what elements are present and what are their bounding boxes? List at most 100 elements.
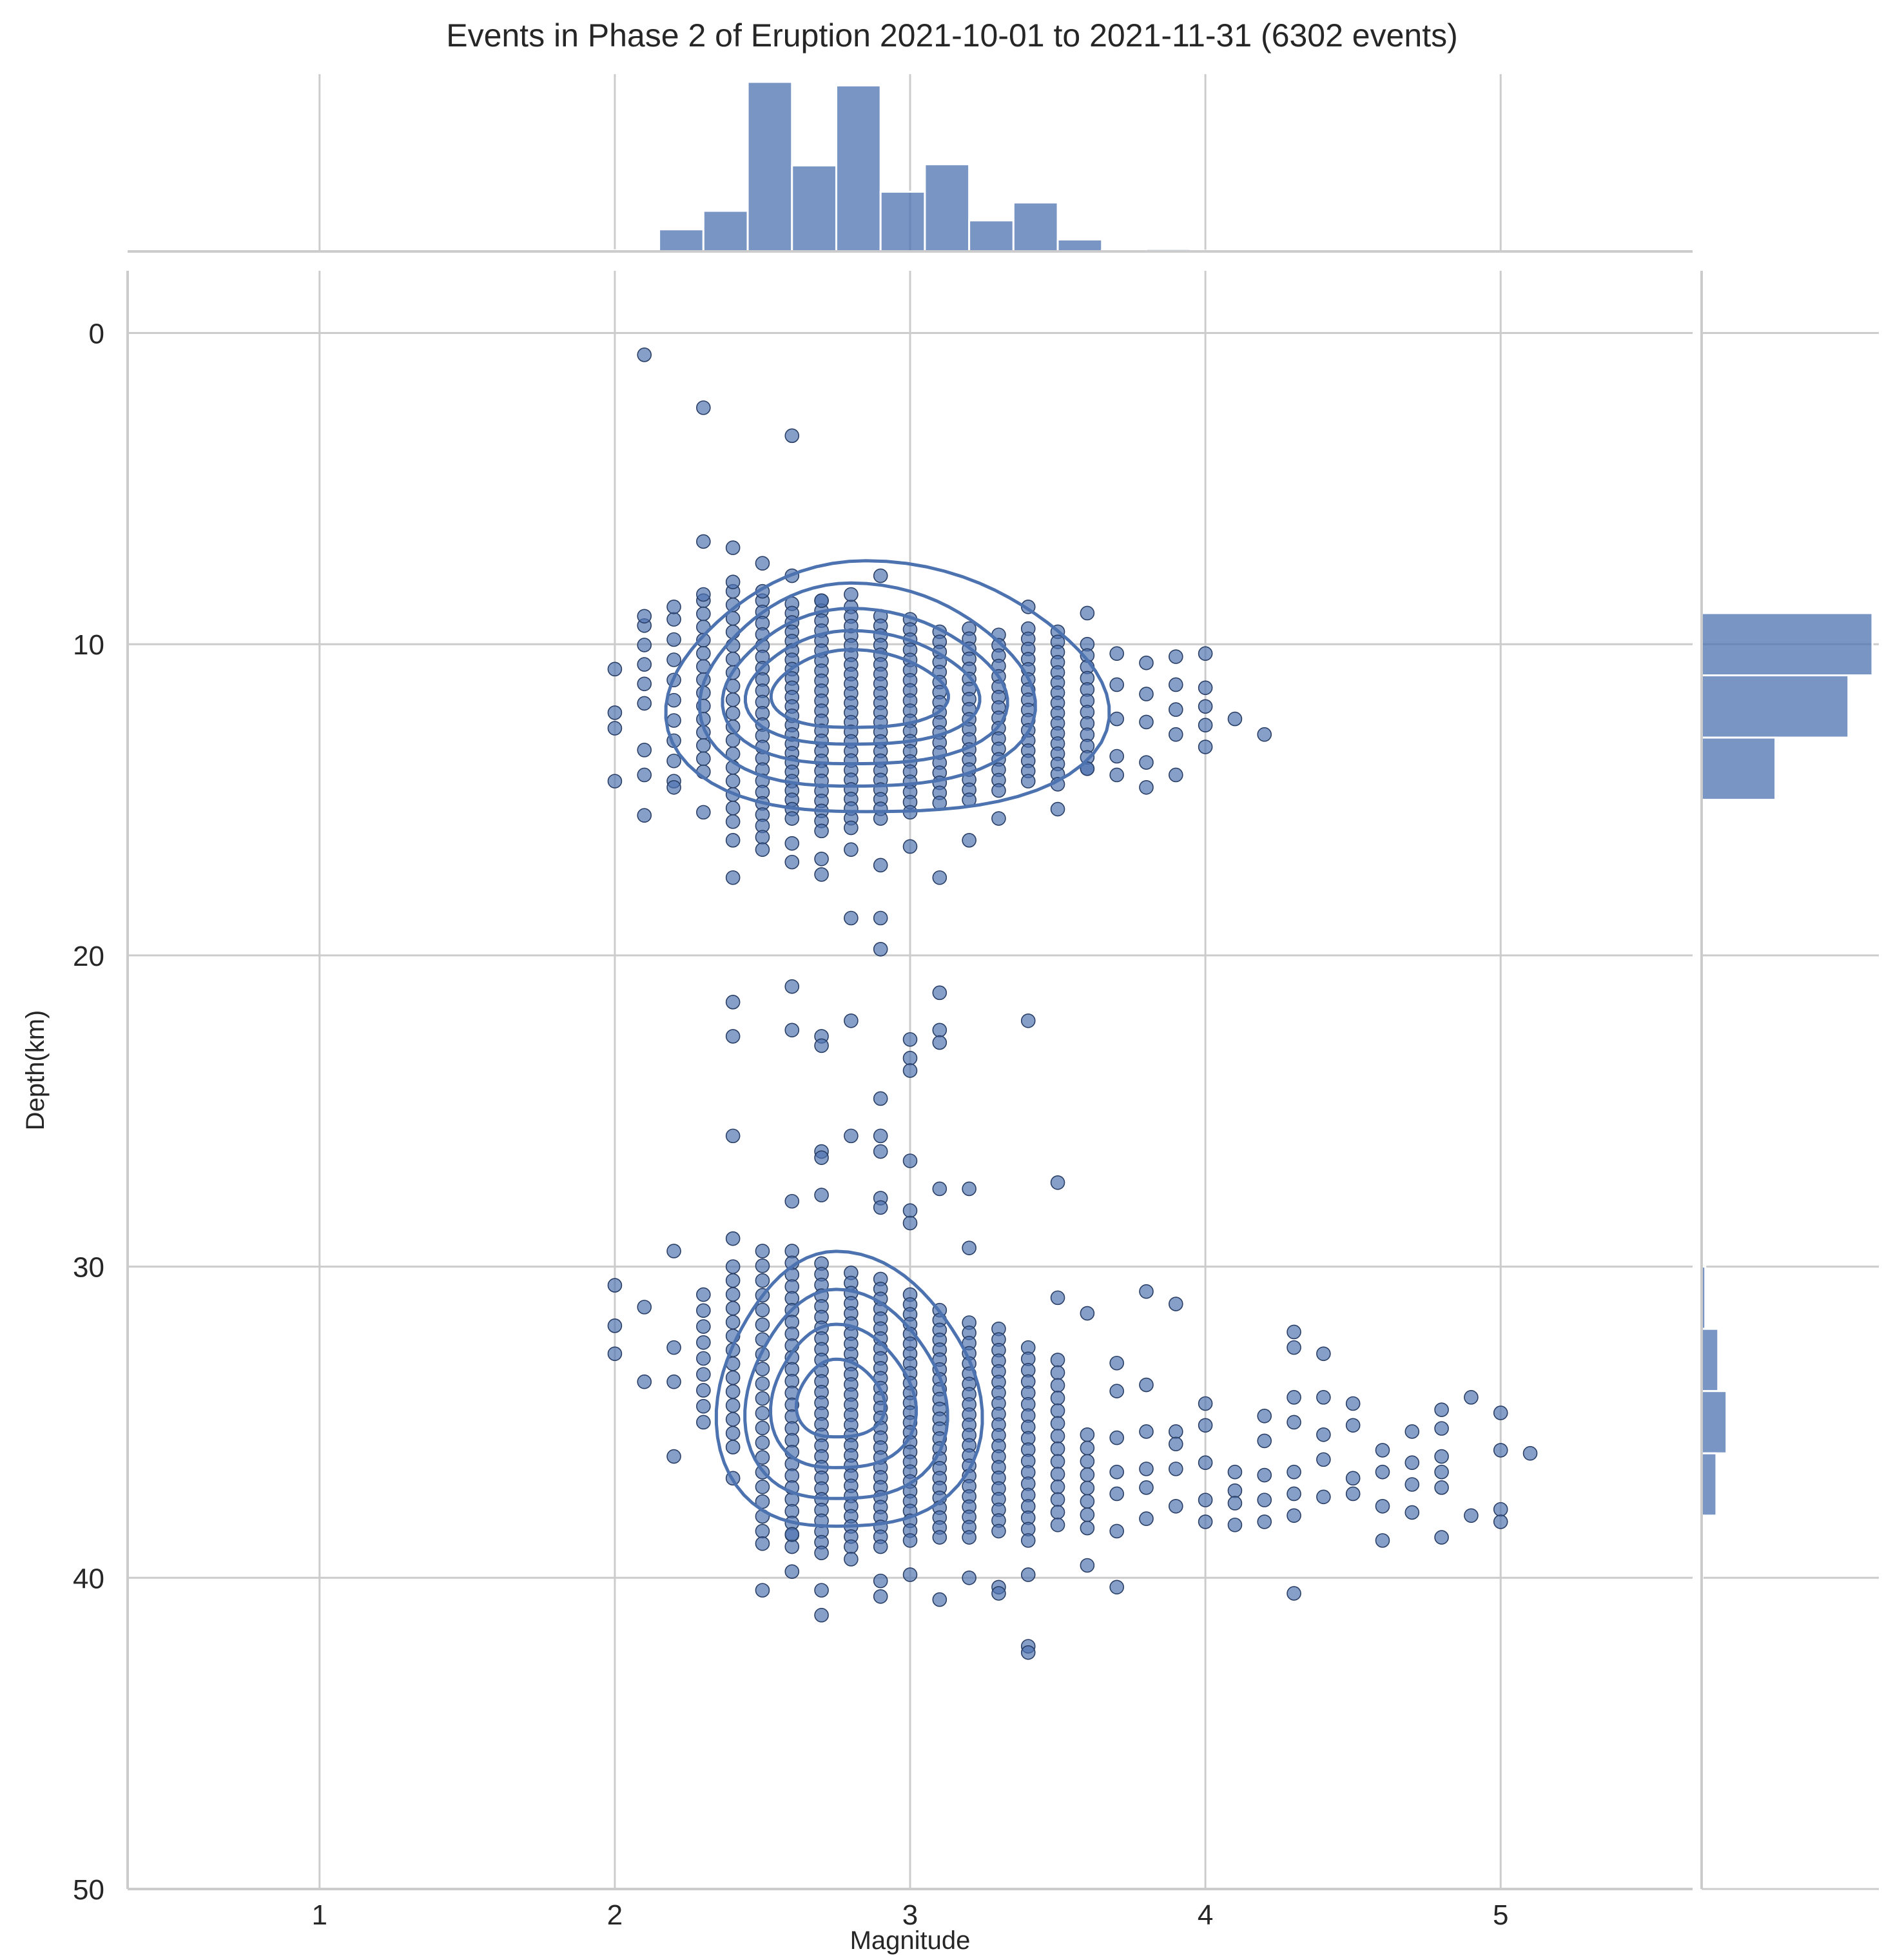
scatter-point bbox=[1493, 1443, 1508, 1458]
scatter-point bbox=[1169, 1424, 1183, 1439]
scatter-point bbox=[696, 1351, 711, 1366]
scatter-point bbox=[696, 751, 711, 767]
scatter-point bbox=[725, 574, 741, 589]
scatter-point bbox=[902, 1032, 918, 1047]
scatter-point bbox=[844, 1013, 859, 1028]
scatter-point bbox=[725, 1300, 741, 1316]
scatter-point bbox=[873, 1144, 888, 1159]
scatter-point bbox=[637, 696, 652, 711]
scatter-point bbox=[1257, 1433, 1272, 1449]
marginal-y-bar bbox=[1700, 1390, 1728, 1454]
marginal-y-bar bbox=[1700, 1327, 1720, 1393]
scatter-point bbox=[755, 1583, 770, 1598]
scatter-point bbox=[1345, 1396, 1361, 1411]
scatter-point bbox=[1434, 1530, 1449, 1545]
scatter-point bbox=[1287, 1508, 1301, 1523]
scatter-point bbox=[1198, 680, 1213, 696]
marginal-x-bar bbox=[835, 84, 882, 253]
scatter-point bbox=[814, 1545, 829, 1560]
scatter-point bbox=[607, 1346, 623, 1362]
scatter-point bbox=[1287, 1324, 1301, 1340]
kde-contour-line bbox=[664, 559, 1111, 814]
scatter-point bbox=[725, 1398, 741, 1413]
scatter-point bbox=[1080, 1440, 1095, 1456]
scatter-point bbox=[1050, 1505, 1065, 1520]
scatter-point bbox=[1316, 1427, 1331, 1442]
scatter-point bbox=[1169, 767, 1183, 783]
scatter-point bbox=[1345, 1486, 1361, 1502]
scatter-point bbox=[1050, 1467, 1065, 1482]
scatter-point bbox=[696, 587, 711, 602]
marginal-x-bar bbox=[791, 164, 837, 253]
scatter-point bbox=[1198, 1396, 1213, 1411]
scatter-point bbox=[1080, 1494, 1095, 1509]
scatter-point bbox=[784, 836, 800, 851]
scatter-point bbox=[873, 811, 888, 826]
scatter-point bbox=[725, 1029, 741, 1044]
scatter-point bbox=[1169, 1462, 1183, 1476]
scatter-point bbox=[696, 1319, 711, 1334]
scatter-point bbox=[1109, 711, 1124, 727]
kde-contour-line bbox=[743, 1287, 949, 1500]
y-tick-label: 30 bbox=[73, 1252, 104, 1284]
scatter-point bbox=[784, 1539, 800, 1554]
marginal-y-bar bbox=[1700, 1452, 1718, 1517]
scatter-point bbox=[1375, 1533, 1390, 1548]
marginal-x-histogram bbox=[614, 81, 1281, 253]
scatter-point bbox=[1169, 649, 1183, 664]
scatter-point bbox=[1139, 1284, 1154, 1299]
scatter-point bbox=[902, 1203, 918, 1219]
scatter-point bbox=[1198, 699, 1213, 714]
scatter-point bbox=[932, 870, 947, 885]
scatter-point bbox=[1257, 1493, 1272, 1507]
scatter-point bbox=[844, 1552, 859, 1567]
scatter-point bbox=[1050, 1175, 1065, 1190]
marginal-x-bar bbox=[924, 163, 971, 253]
scatter-point bbox=[1080, 605, 1095, 621]
scatter-point bbox=[696, 738, 711, 753]
x-tick-label: 5 bbox=[1493, 1899, 1508, 1931]
scatter-point bbox=[1020, 1533, 1036, 1548]
scatter-point bbox=[1109, 1355, 1124, 1371]
scatter-point bbox=[844, 1128, 859, 1144]
scatter-point bbox=[1287, 1464, 1301, 1480]
scatter-point bbox=[696, 1383, 711, 1398]
scatter-point bbox=[637, 657, 652, 672]
scatter-point bbox=[607, 1318, 623, 1333]
scatter-point bbox=[844, 820, 859, 836]
scatter-point bbox=[637, 767, 652, 783]
scatter-point bbox=[1227, 711, 1243, 727]
scatter-point bbox=[755, 1420, 770, 1436]
scatter-point bbox=[637, 348, 652, 362]
scatter-point bbox=[814, 1038, 829, 1053]
scatter-point bbox=[1169, 1297, 1183, 1311]
scatter-point bbox=[814, 1583, 829, 1598]
kde-contour-line bbox=[769, 1322, 918, 1469]
scatter-point bbox=[1020, 774, 1036, 788]
x-axis-label: Magnitude bbox=[850, 1926, 971, 1955]
scatter-point bbox=[1109, 749, 1124, 764]
scatter-point bbox=[784, 979, 800, 994]
scatter-point bbox=[755, 1302, 770, 1318]
marginal-x-bar bbox=[658, 228, 704, 253]
scatter-point bbox=[755, 830, 770, 845]
scatter-point bbox=[1316, 1390, 1331, 1405]
scatter-point bbox=[637, 808, 652, 823]
scatter-point bbox=[725, 814, 741, 829]
scatter-point bbox=[1169, 702, 1183, 717]
marginal-x-bar bbox=[702, 210, 749, 253]
scatter-point bbox=[725, 801, 741, 816]
scatter-point bbox=[873, 1128, 888, 1144]
scatter-point bbox=[607, 661, 623, 677]
scatter-point bbox=[784, 1564, 800, 1579]
scatter-point bbox=[1050, 1517, 1065, 1532]
axes-spines bbox=[126, 250, 1703, 1890]
scatter-point bbox=[1345, 1471, 1361, 1486]
scatter-point bbox=[1080, 1507, 1095, 1522]
scatter-point bbox=[725, 1231, 741, 1246]
scatter-point bbox=[1109, 1464, 1124, 1480]
scatter-point bbox=[1198, 1418, 1213, 1433]
scatter-point bbox=[814, 867, 829, 882]
scatter-point bbox=[1109, 1580, 1124, 1595]
